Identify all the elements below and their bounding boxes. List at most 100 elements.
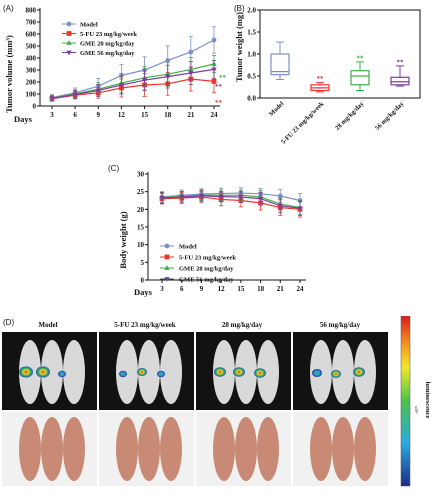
data-point [257, 196, 264, 202]
series-3 [49, 60, 217, 102]
panel-a-letter: (A) [3, 4, 14, 13]
photo-label-model: Model [38, 321, 57, 329]
mouse-body [235, 340, 257, 404]
legend-label: 5-FU 23 mg/kg/week [80, 31, 137, 38]
data-point [297, 206, 303, 212]
box-0 [270, 41, 290, 81]
legend: Model 5-FU 23 mg/kg/week GME 28 mg/kg/day G… [160, 243, 236, 283]
tumor-volume-chart: (A) Tumor volume (mm³) Days 0 100 200 300 40… [3, 4, 227, 124]
x-tick-label: 15 [141, 111, 149, 119]
data-point [165, 74, 171, 80]
y-tick-label: 400 [26, 55, 37, 63]
series-line [51, 39, 215, 99]
x-tick-label: 12 [218, 285, 226, 293]
panel-d-letter: (D) [3, 318, 14, 327]
box-body [390, 76, 410, 86]
significance-mark: ** [357, 54, 365, 62]
colorbar-unit: x10⁶ [414, 406, 419, 414]
legend-label: Model [80, 21, 98, 28]
bioluminescence-images: (D) Model 5-FU 23 mg/kg/week 28 mg/kg/da… [0, 316, 432, 500]
mouse-body [138, 340, 160, 404]
legend-marker [164, 277, 170, 282]
mouse-body [332, 340, 354, 404]
mouse-body [257, 340, 279, 404]
legend-label: 5-FU 23 mg/kg/week [179, 254, 236, 261]
mouse-body [116, 340, 138, 404]
data-point [141, 78, 148, 84]
series-line [161, 195, 301, 209]
legend-label: GME 28 mg/kg/day [179, 265, 234, 272]
legend-label: Model [179, 243, 197, 250]
x-tick-label: 3 [160, 285, 164, 293]
x-tick-label: 28 mg/kg/day [334, 100, 366, 132]
x-tick-label: 15 [237, 285, 245, 293]
legend-marker [66, 21, 72, 27]
data-point [198, 193, 205, 199]
series-line [51, 63, 215, 99]
luminescence-spot [58, 370, 66, 378]
data-point [238, 195, 244, 200]
data-point [95, 88, 101, 94]
y-tick-label: 600 [26, 31, 37, 39]
legend-label: GME 28 mg/kg/day [80, 40, 135, 47]
legend-marker [164, 265, 170, 270]
data-point [218, 194, 224, 200]
mouse-body [19, 417, 41, 481]
data-point [159, 196, 165, 201]
x-tick-label: 6 [73, 111, 77, 119]
photo-label-gme56: 56 mg/kg/day [320, 321, 361, 329]
box-body [270, 53, 290, 76]
data-point [211, 67, 217, 73]
box-3: ** [390, 58, 410, 87]
series-line [51, 68, 215, 100]
panel-b-letter: (B) [234, 4, 245, 13]
luminescence-spot [119, 370, 127, 378]
legend-marker [164, 254, 170, 260]
y-tick-label: 500 [26, 43, 37, 51]
x-tick-label: 21 [277, 285, 285, 293]
data-point [179, 195, 185, 200]
data-point [211, 79, 217, 84]
mouse-body [63, 417, 85, 481]
mouse-body [116, 417, 138, 481]
legend: Model 5-FU 23 mg/kg/week GME 28 mg/kg/day G… [62, 21, 137, 57]
data-point [118, 83, 125, 88]
y-axis-label: Tumor volume (mm³) [4, 35, 14, 113]
legend-marker [66, 31, 72, 36]
legend-marker [66, 40, 72, 45]
x-axis-label: Days [134, 287, 153, 297]
legend-label: GME 56 mg/kg/day [80, 50, 135, 57]
mouse-body [354, 417, 376, 481]
data-point [72, 92, 78, 98]
mouse-body [41, 340, 63, 404]
mouse-body [160, 340, 182, 404]
luminescence-spot [157, 370, 165, 378]
y-tick-label: 20 [137, 206, 145, 214]
luminescence-spot [312, 369, 322, 377]
series-line [161, 192, 301, 202]
series-line [51, 78, 215, 100]
gme28-significance: ** [219, 74, 227, 82]
significance-mark: ** [397, 58, 405, 66]
y-tick-label: 15 [137, 224, 145, 232]
y-tick-label: 700 [26, 19, 37, 27]
x-tick-label: 24 [297, 285, 305, 293]
box-2: ** [350, 54, 370, 92]
5fu-significance: ** [215, 99, 223, 107]
x-tick-label: 9 [97, 111, 101, 119]
tumor-weight-chart: (B) Tumor weight (mg) 0.0 0.5 1.0 1.5 2.0 **… [234, 4, 421, 146]
x-tick-label: 18 [257, 285, 265, 293]
y-tick-label: 1.0 [247, 51, 256, 59]
y-tick-label: 1.5 [247, 29, 256, 37]
mouse-body [41, 417, 63, 481]
y-tick-label: 0.5 [247, 73, 256, 81]
data-point [49, 96, 55, 102]
y-tick-label: 10 [137, 241, 145, 249]
x-tick-label: 5-FU 23 mg/kg/week [280, 100, 326, 146]
legend-label: GME 56 mg/kg/day [179, 276, 234, 283]
photo-label-gme28: 28 mg/kg/day [222, 321, 263, 329]
luminescence-spot [214, 367, 226, 377]
luminescence-spot [19, 366, 33, 378]
colorbar-label: luminescence [424, 382, 431, 419]
significance-mark: ** [317, 75, 325, 83]
